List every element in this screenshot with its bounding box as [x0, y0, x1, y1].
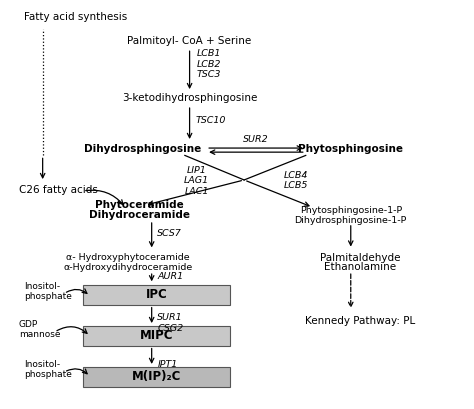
Text: M(IP)₂C: M(IP)₂C	[132, 370, 181, 383]
Text: Phytosphingosine: Phytosphingosine	[298, 144, 403, 154]
Text: IPC: IPC	[146, 288, 167, 301]
Text: SUR2: SUR2	[243, 135, 269, 144]
Text: Palmitoyl- CoA + Serine: Palmitoyl- CoA + Serine	[128, 36, 252, 46]
Text: SCS7: SCS7	[157, 229, 182, 238]
Text: Ethanolamine: Ethanolamine	[324, 262, 396, 272]
Text: MIPC: MIPC	[140, 329, 173, 342]
FancyBboxPatch shape	[83, 285, 230, 305]
Text: Inositol-
phosphate: Inositol- phosphate	[24, 281, 72, 301]
Text: Dihydrosphingosine-1-P: Dihydrosphingosine-1-P	[294, 216, 407, 225]
Text: TSC10: TSC10	[195, 116, 226, 125]
Text: Dihydroceramide: Dihydroceramide	[89, 210, 191, 220]
Text: LCB1
LCB2
TSC3: LCB1 LCB2 TSC3	[197, 49, 221, 79]
Text: Palmitaldehyde: Palmitaldehyde	[320, 253, 401, 263]
Text: α- Hydroxyphytoceramide: α- Hydroxyphytoceramide	[66, 253, 190, 262]
Text: LCB4
LCB5: LCB4 LCB5	[284, 171, 309, 191]
Text: 3-ketodihydrosphingosine: 3-ketodihydrosphingosine	[122, 93, 257, 103]
Text: IPT1: IPT1	[157, 360, 178, 369]
Text: Phytoceramide: Phytoceramide	[95, 200, 184, 210]
Text: Kennedy Pathway: PL: Kennedy Pathway: PL	[305, 316, 415, 326]
FancyBboxPatch shape	[83, 367, 230, 387]
Text: SUR1
CSG2: SUR1 CSG2	[157, 313, 183, 333]
Text: α-Hydroxydihydroceramide: α-Hydroxydihydroceramide	[64, 263, 192, 272]
Text: Phytosphingosine-1-P: Phytosphingosine-1-P	[300, 206, 402, 215]
FancyBboxPatch shape	[83, 326, 230, 346]
Text: GDP
mannose: GDP mannose	[19, 319, 61, 339]
Text: AUR1: AUR1	[157, 272, 183, 281]
Text: LIP1
LAG1
LAC1: LIP1 LAG1 LAC1	[184, 166, 210, 196]
Text: C26 fatty acids: C26 fatty acids	[19, 185, 98, 195]
Text: Inositol-
phosphate: Inositol- phosphate	[24, 360, 72, 379]
Text: Dihydrosphingosine: Dihydrosphingosine	[83, 144, 201, 154]
Text: Fatty acid synthesis: Fatty acid synthesis	[24, 12, 127, 22]
